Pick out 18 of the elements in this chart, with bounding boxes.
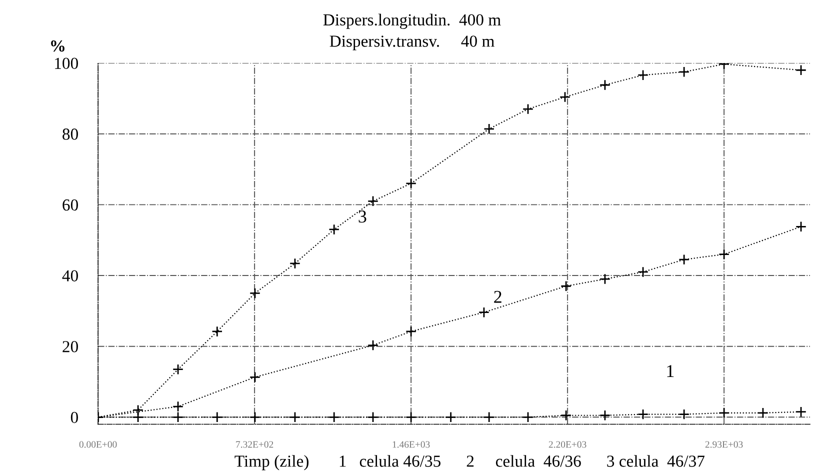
x-tick-label: 7.32E+02 (236, 441, 274, 448)
chart-title: Dispers.longitudin. 400 m (323, 14, 501, 29)
series-label: 3 (358, 210, 366, 223)
x-tick-label: 2.20E+03 (548, 441, 586, 448)
x-tick-label: 0.00E+00 (79, 441, 117, 448)
y-tick-label: 60 (62, 199, 78, 211)
chart-subtitle: Dispersiv.transv. 40 m (330, 36, 494, 50)
x-axis-title: Timp (zile) 1 celula 46/35 2 celula 46/36 3 celula 46/37 (234, 455, 704, 470)
y-axis-title: % (51, 40, 64, 52)
series-label: 2 (494, 290, 502, 303)
y-tick-label: 40 (62, 270, 78, 282)
y-tick-label: 80 (62, 128, 78, 140)
y-tick-label: 0 (70, 412, 78, 424)
x-tick-label: 2.93E+03 (705, 441, 743, 448)
y-tick-label: 20 (62, 341, 78, 352)
x-tick-label: 1.46E+03 (392, 441, 430, 448)
series-label: 1 (667, 365, 674, 377)
y-tick-label: 100 (55, 58, 78, 69)
